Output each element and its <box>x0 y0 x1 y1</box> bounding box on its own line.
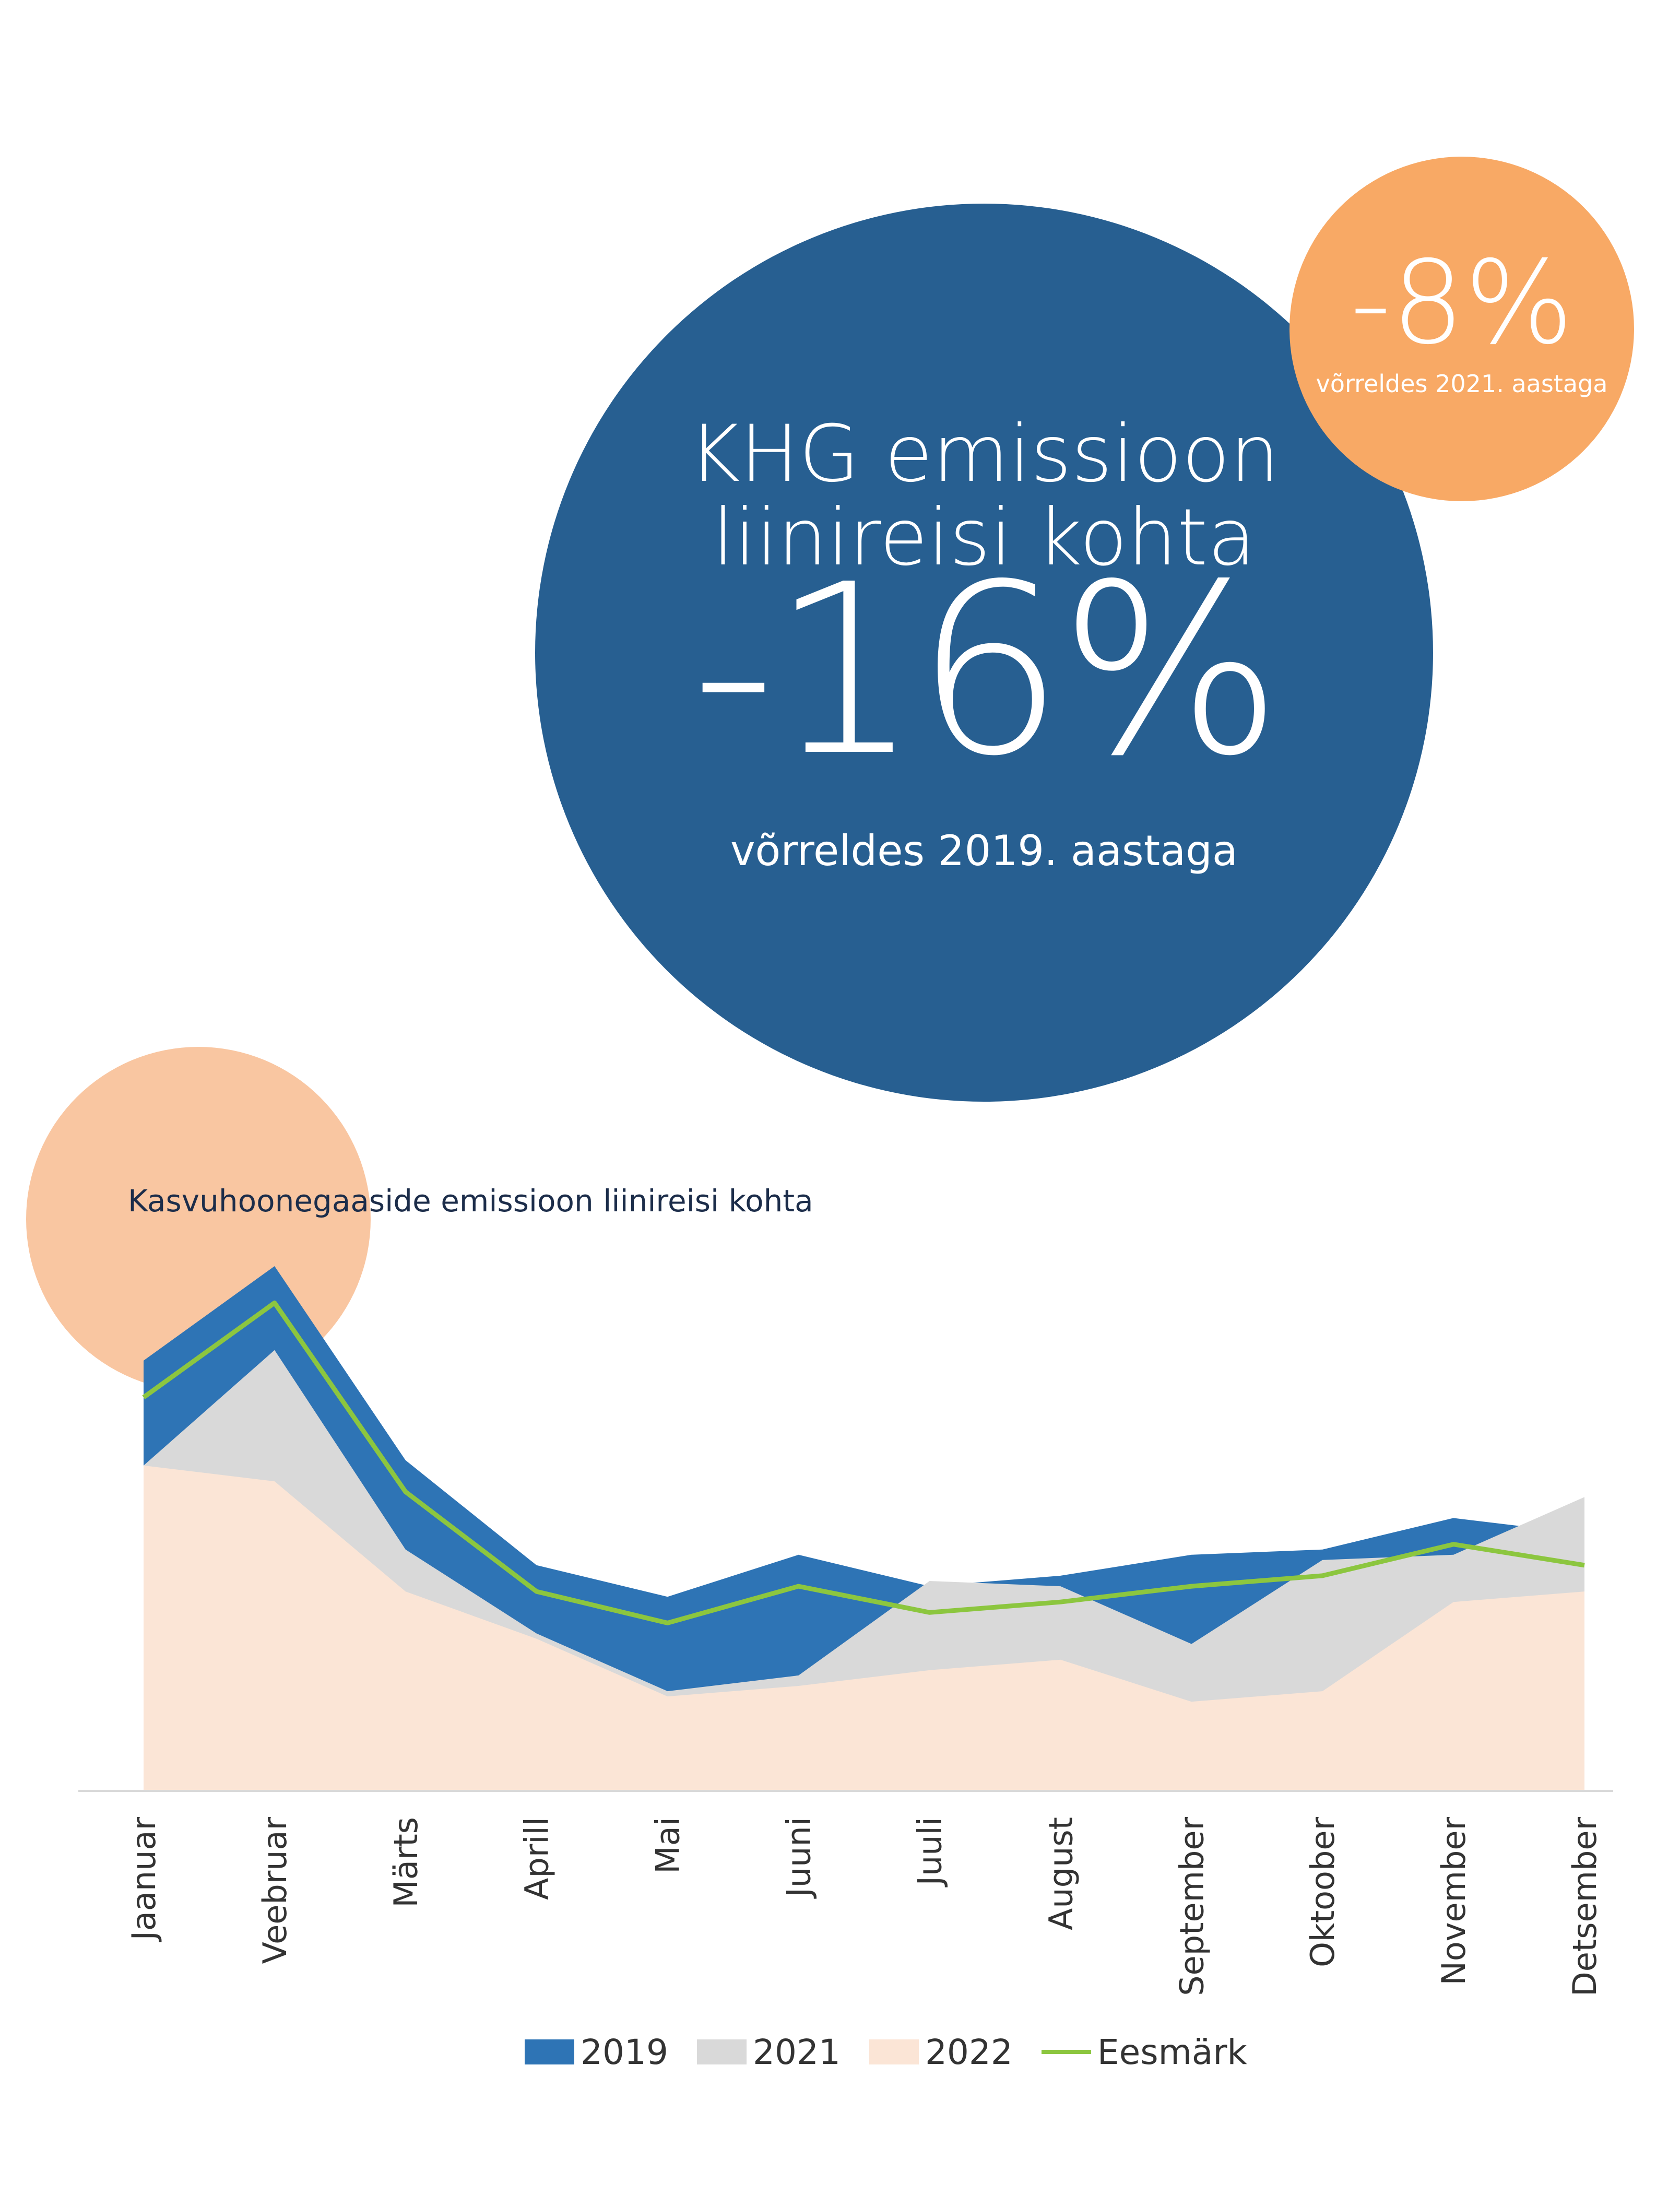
x-tick-label: Juuni <box>780 1817 818 1899</box>
series-area-2022 <box>144 1465 1584 1791</box>
x-tick-label: September <box>1173 1816 1211 1996</box>
series-line-eesm-rk <box>142 1300 1585 1625</box>
headline-title-line1: KHG emissioon <box>689 409 1280 500</box>
chart-legend: 2019 2021 2022 Eesmärk <box>525 2028 1276 2075</box>
x-tick-label: Mai <box>649 1817 687 1874</box>
secondary-comparison: võrreldes 2021. aastaga <box>1316 370 1608 398</box>
headline-comparison: võrreldes 2019. aastaga <box>730 827 1238 875</box>
legend-item-target: Eesmärk <box>1041 2032 1247 2072</box>
headline-title: KHG emissioon liinireisi kohta <box>535 412 1433 580</box>
headline-circle <box>535 204 1433 1102</box>
x-tick-label: Oktoober <box>1304 1816 1342 1967</box>
headline-value: -16% <box>691 534 1283 808</box>
legend-swatch-2021 <box>696 2039 747 2064</box>
x-tick-label: Märts <box>387 1817 425 1908</box>
legend-item-2021: 2021 <box>696 2032 841 2072</box>
legend-swatch-2019 <box>525 2039 574 2064</box>
legend-swatch-target <box>1041 2050 1091 2054</box>
legend-item-2022: 2022 <box>869 2032 1013 2072</box>
x-tick-label: Jaanuar <box>125 1817 163 1943</box>
x-tick-label: Aprill <box>518 1817 556 1900</box>
legend-label-2022: 2022 <box>925 2032 1013 2072</box>
secondary-circle <box>1289 157 1634 501</box>
secondary-value: -8% <box>1350 236 1574 370</box>
x-tick-label: August <box>1042 1817 1080 1930</box>
x-tick-label: November <box>1435 1817 1473 1986</box>
x-tick-label: Juuli <box>910 1817 949 1887</box>
headline-title-line2: liinireisi kohta <box>712 492 1256 583</box>
legend-swatch-2022 <box>869 2039 919 2064</box>
legend-label-target: Eesmärk <box>1097 2032 1247 2072</box>
legend-label-2019: 2019 <box>581 2032 668 2072</box>
chart-title: Kasvuhoonegaaside emissioon liinireisi k… <box>128 1183 813 1219</box>
x-tick-label: Detsember <box>1566 1816 1604 1997</box>
legend-item-2019: 2019 <box>525 2032 668 2072</box>
x-tick-label: Veebruar <box>256 1816 294 1964</box>
legend-label-2021: 2021 <box>752 2032 841 2072</box>
